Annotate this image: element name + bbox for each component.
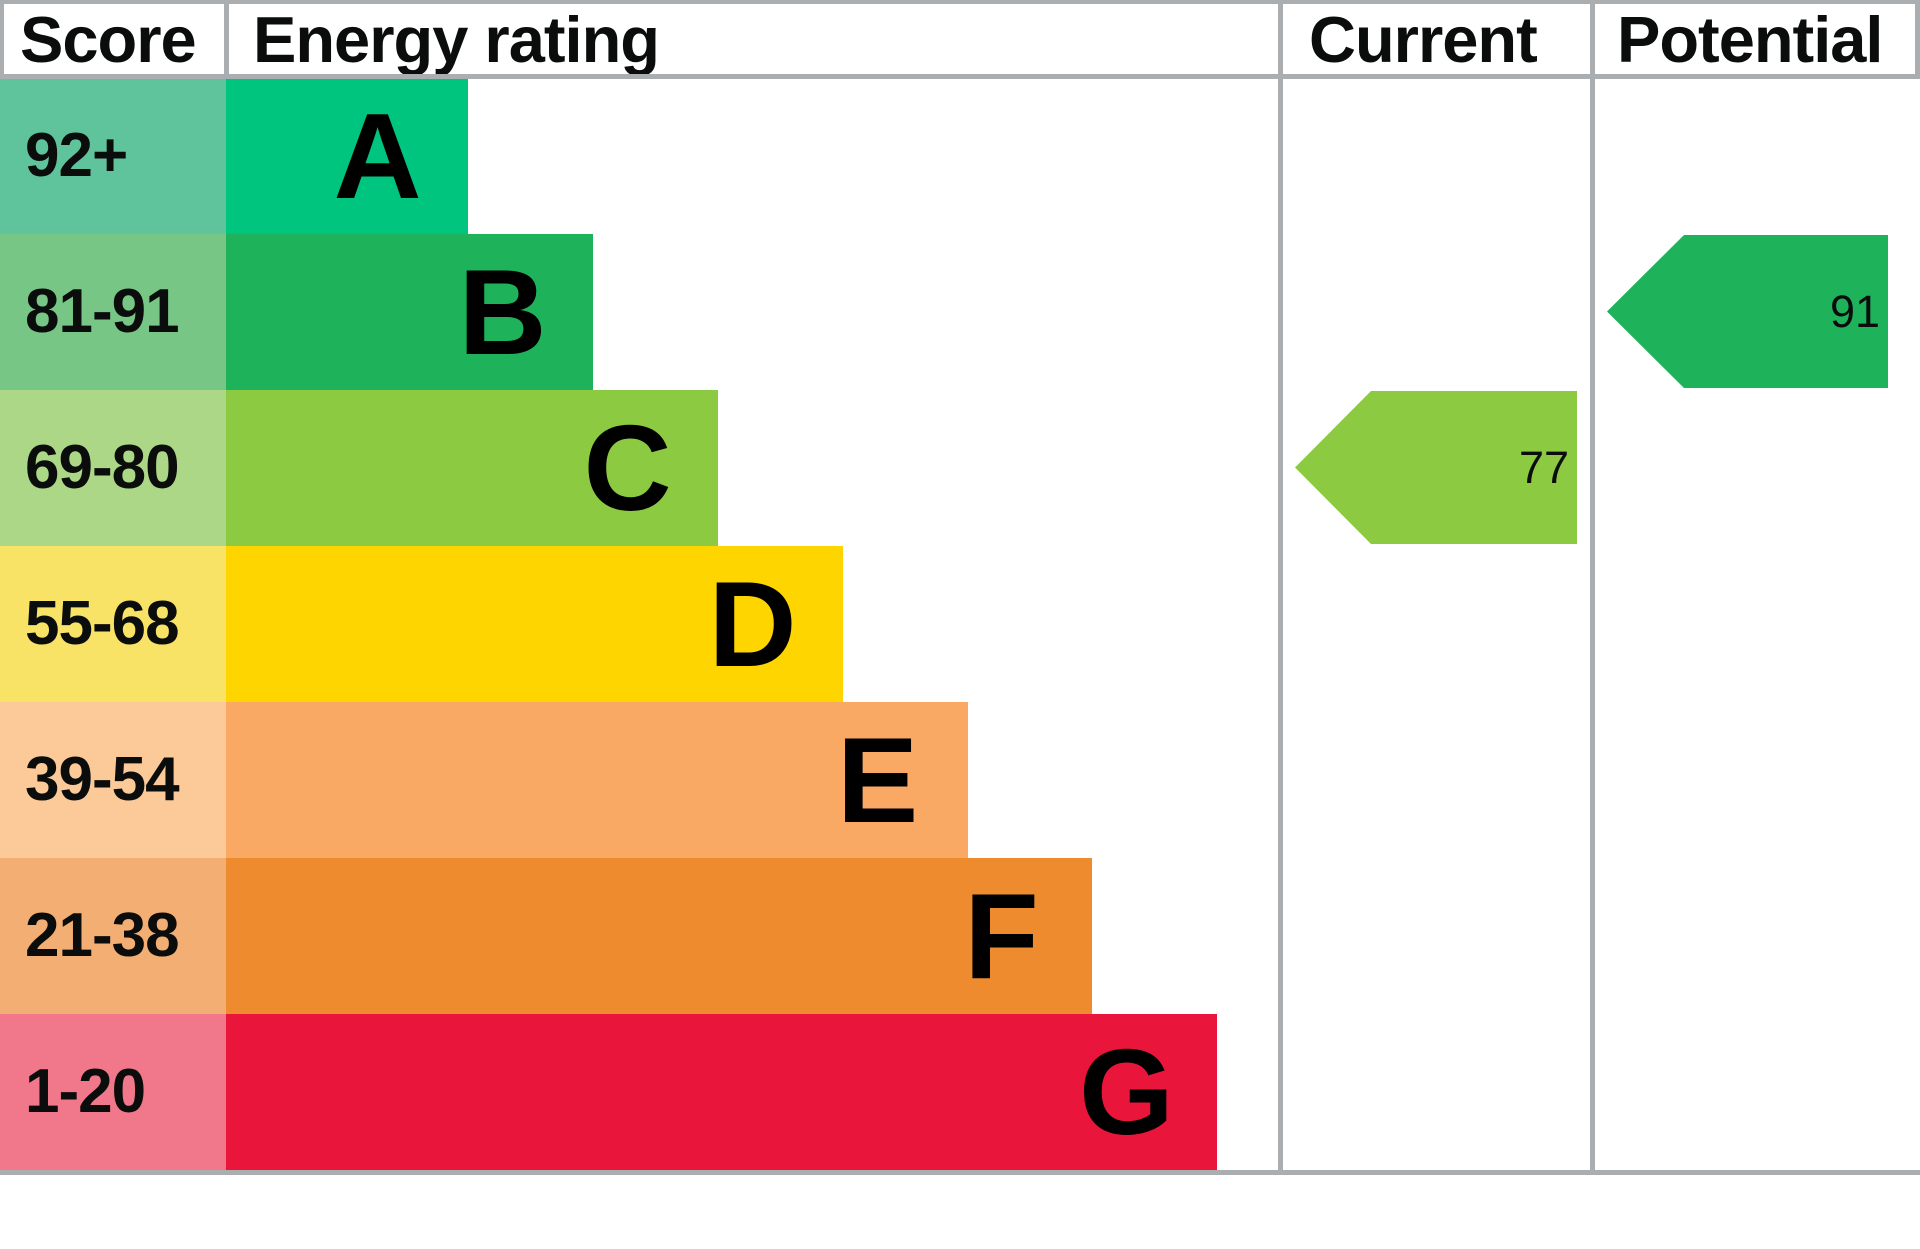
- score-range-label: 81-91: [25, 277, 180, 346]
- score-range-label: 39-54: [25, 745, 180, 814]
- border-header-right: [1915, 0, 1920, 78]
- score-range-label: 55-68: [25, 589, 180, 658]
- rating-band-letter: D: [708, 556, 797, 692]
- border-header-left: [0, 0, 4, 78]
- potential-rating-value: 91: [1829, 286, 1880, 337]
- score-range-cell: 21-38: [0, 858, 226, 1014]
- rating-band-bar: A: [226, 78, 468, 234]
- rating-row: 1-20 G: [0, 1014, 1920, 1170]
- divider-current-potential: [1590, 0, 1595, 1175]
- rating-row: 55-68 D: [0, 546, 1920, 702]
- rating-band-letter: A: [333, 88, 422, 224]
- rating-band-bar: B: [226, 234, 593, 390]
- rating-band-bar: F: [226, 858, 1092, 1014]
- score-range-label: 92+: [25, 121, 128, 190]
- border-header-bottom: [0, 74, 1920, 79]
- header-cell-current: Current: [1283, 0, 1590, 78]
- score-range-label: 21-38: [25, 901, 180, 970]
- rating-row: 92+ A: [0, 78, 1920, 234]
- rating-band-letter: E: [836, 712, 919, 848]
- border-bottom: [0, 1170, 1920, 1175]
- rating-band-letter: C: [583, 400, 672, 536]
- rating-band-bar: D: [226, 546, 843, 702]
- score-range-cell: 92+: [0, 78, 226, 234]
- score-range-cell: 69-80: [0, 390, 226, 546]
- rating-band-bar: C: [226, 390, 718, 546]
- divider-score-energy: [224, 0, 229, 78]
- rating-band-letter: F: [964, 868, 1039, 1004]
- current-rating-value: 77: [1518, 442, 1569, 493]
- header-cell-score: Score: [4, 0, 224, 78]
- rating-band-letter: G: [1079, 1024, 1174, 1160]
- score-range-label: 69-80: [25, 433, 180, 502]
- score-range-cell: 39-54: [0, 702, 226, 858]
- rating-row: 21-38 F: [0, 858, 1920, 1014]
- rating-row: 69-80 C: [0, 390, 1920, 546]
- score-range-cell: 55-68: [0, 546, 226, 702]
- rating-row: 39-54 E: [0, 702, 1920, 858]
- score-range-cell: 1-20: [0, 1014, 226, 1170]
- divider-energy-current: [1278, 0, 1283, 1175]
- header-score-label: Score: [20, 2, 197, 76]
- border-top: [0, 0, 1920, 4]
- header-cell-energy-rating: Energy rating: [229, 0, 1278, 78]
- rating-row: 81-91 B: [0, 234, 1920, 390]
- rating-band-bar: E: [226, 702, 968, 858]
- header-cell-potential: Potential: [1595, 0, 1915, 78]
- score-range-cell: 81-91: [0, 234, 226, 390]
- rating-band-bar: G: [226, 1014, 1217, 1170]
- header-energy-rating-label: Energy rating: [253, 2, 660, 76]
- rating-band-letter: B: [458, 244, 547, 380]
- header-current-label: Current: [1309, 2, 1538, 76]
- header-potential-label: Potential: [1617, 2, 1883, 76]
- score-range-label: 1-20: [25, 1057, 146, 1126]
